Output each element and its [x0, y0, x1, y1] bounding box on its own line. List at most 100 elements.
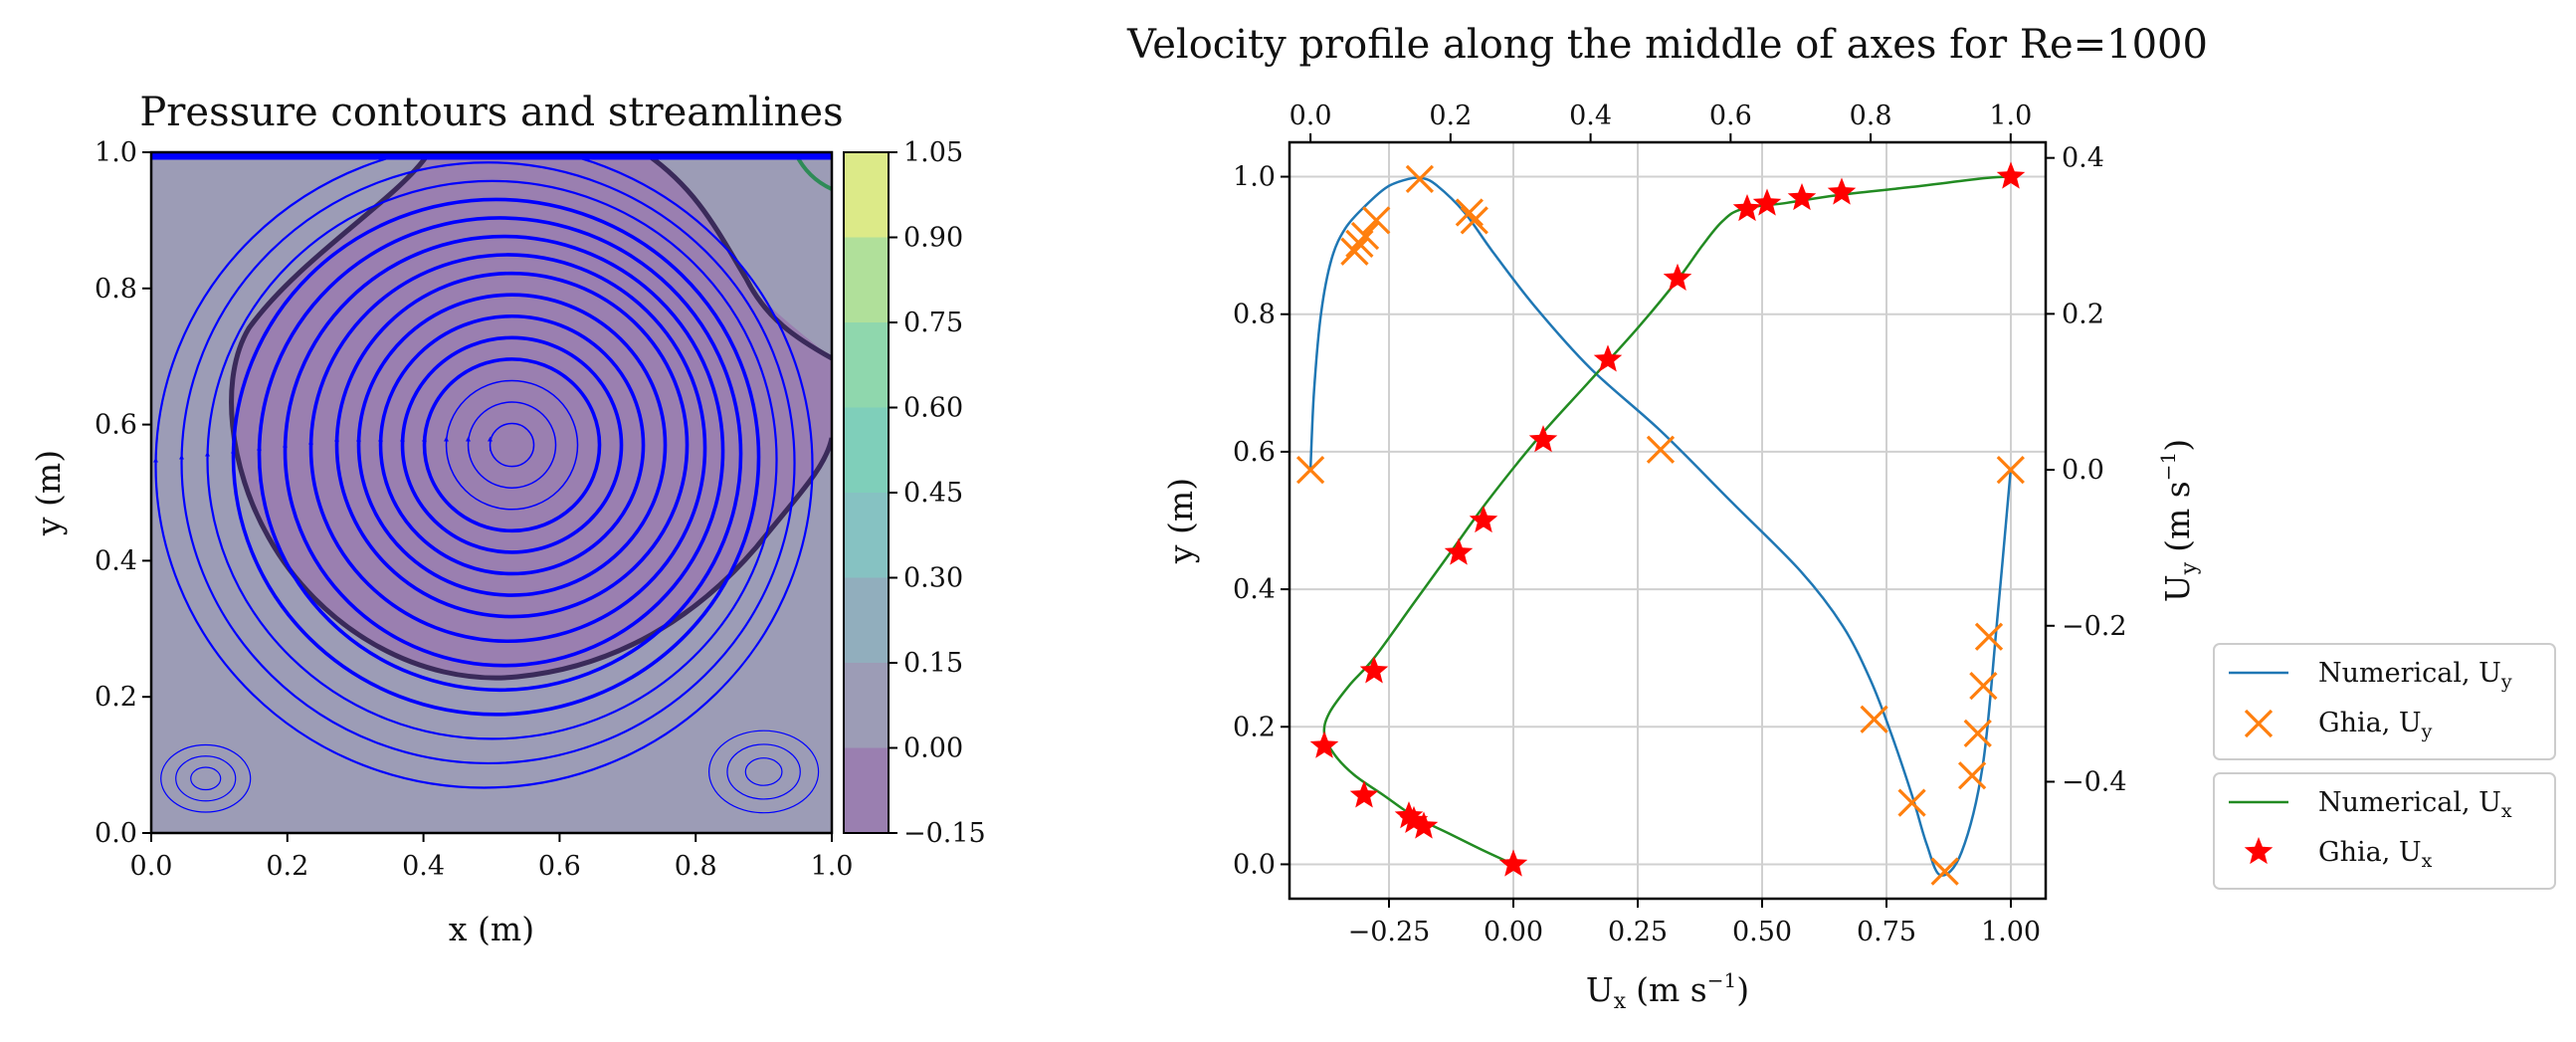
- series-0-line: [1308, 176, 2013, 877]
- colorbar-band: [844, 152, 889, 238]
- series-1-point: [1340, 237, 1369, 266]
- legend-marker-ghia-ux: [2244, 837, 2274, 865]
- bottom-xtick-label: −0.25: [1348, 917, 1431, 947]
- series-1-point: [1362, 206, 1391, 235]
- left-xlabel: x (m): [449, 910, 534, 948]
- corner-eddy-streamline: [160, 743, 252, 813]
- left-ylabel: y (m): [29, 450, 68, 536]
- colorbar-band: [844, 663, 889, 748]
- series-3-point: [1359, 656, 1389, 684]
- left-xtick-label: 0.6: [538, 851, 581, 882]
- corner-eddy-streamline: [726, 743, 801, 800]
- colorbar: −0.15 0.00 0.15 0.30 0.45 0.60 0.75 0.90 1.05: [843, 137, 986, 849]
- top-xtick-label: 0.0: [1289, 101, 1332, 131]
- left-ytick-label: 0.6: [1233, 437, 1276, 468]
- series-3-point: [1349, 780, 1379, 808]
- legend-label-ghia-ux: Ghia, Ux: [2318, 837, 2433, 872]
- colorbar-tick-label: 1.05: [903, 137, 963, 168]
- top-xtick-label: 0.8: [1850, 101, 1892, 131]
- colorbar-band: [844, 322, 889, 408]
- series-3-point: [1528, 425, 1558, 453]
- right-ylabel-right: Uy(m s−1): [2156, 439, 2202, 602]
- left-ytick-label: 1.0: [1233, 162, 1276, 193]
- legend-x-mark: [2244, 709, 2274, 738]
- series-area: [1295, 161, 2026, 886]
- left-ytick-label: 0.4: [1233, 574, 1276, 605]
- colorbar-tick-label: 0.90: [903, 223, 963, 254]
- colorbar-band: [844, 237, 889, 322]
- velocity-plot: Velocity profile along the middle of axe…: [1126, 22, 2556, 1014]
- series-1-point: [1405, 164, 1435, 193]
- legend-label-numerical-uy: Numerical, Uy: [2318, 658, 2512, 693]
- colorbar-band: [844, 493, 889, 578]
- legend-star-mark: [2244, 837, 2274, 865]
- right-ylabel-left: y (m): [1161, 478, 1200, 564]
- legend-label-numerical-ux: Numerical, Ux: [2318, 787, 2512, 822]
- series-3-point: [1996, 161, 2026, 189]
- bottom-xtick-label: 0.75: [1857, 917, 1916, 947]
- right-xlabel: Ux (m s−1): [1586, 968, 1749, 1014]
- left-ytick-label: 0.2: [95, 682, 137, 713]
- left-ytick-label: 1.0: [95, 137, 137, 168]
- low-pressure-region: [231, 154, 832, 679]
- series-3-point: [1394, 801, 1424, 829]
- series-3-point: [1309, 730, 1339, 758]
- left-ytick-label: 0.8: [95, 274, 137, 305]
- pressure-contour-line: [229, 152, 832, 681]
- left-ytick-label: 0.4: [95, 545, 137, 576]
- series-1-point: [1455, 198, 1484, 227]
- pressure-plot: Pressure contours and streamlines 0.0 0.2…: [29, 90, 986, 948]
- left-axes-frame: [149, 150, 834, 835]
- left-ytick-label: 0.8: [1233, 300, 1276, 330]
- colorbar-tick-label: 0.15: [903, 648, 963, 679]
- top-xtick-label: 1.0: [1989, 101, 2032, 131]
- series-3-markers: [1309, 161, 2026, 877]
- colorbar-band: [844, 407, 889, 493]
- left-ticks: 0.0 0.2 0.4 0.6 0.8 1.0 0.0 0.2 0.4 0.6 0.8 1.0: [95, 137, 853, 882]
- bottom-xtick-label: 1.00: [1981, 917, 2041, 947]
- top-xtick-label: 0.2: [1429, 101, 1472, 131]
- left-xtick-label: 1.0: [811, 851, 854, 882]
- series-1-point: [1460, 206, 1488, 235]
- series-3-point: [1469, 506, 1498, 533]
- colorbar-tick-label: 0.30: [903, 563, 963, 594]
- left-title: Pressure contours and streamlines: [139, 90, 843, 135]
- corner-eddy-streamline: [190, 766, 222, 791]
- left-xtick-label: 0.4: [402, 851, 445, 882]
- left-xtick-label: 0.0: [130, 851, 173, 882]
- series-3-point: [1787, 182, 1817, 211]
- corner-eddy-streamline: [175, 755, 237, 802]
- series-1-markers: [1295, 164, 2025, 886]
- series-3-point: [1663, 263, 1692, 291]
- colorbar-band: [844, 747, 889, 833]
- series-1-point: [1860, 705, 1888, 733]
- colorbar-tick-label: 0.60: [903, 393, 963, 424]
- bottom-xtick-label: 0.50: [1732, 917, 1792, 947]
- corner-eddy-streamline: [707, 729, 820, 814]
- colorbar-tick-label: −0.15: [903, 818, 986, 849]
- top-xtick-label: 0.6: [1709, 101, 1752, 131]
- right-ticks: −0.25 0.00 0.25 0.50 0.75 1.00 0.0 0.2 0.4 0.6 0.8…: [1233, 101, 2127, 947]
- left-xtick-label: 0.2: [266, 851, 308, 882]
- series-1-point: [1996, 455, 2025, 485]
- colorbar-tick-label: 0.45: [903, 478, 963, 509]
- series-1-point: [1969, 671, 1998, 701]
- legend-uy: Numerical, Uy Ghia, Uy: [2213, 643, 2556, 760]
- right-title: Velocity profile along the middle of axe…: [1126, 22, 2208, 68]
- series-1-point: [1974, 622, 2004, 651]
- bottom-xtick-label: 0.25: [1608, 917, 1668, 947]
- series-2-line: [1322, 175, 2012, 866]
- colorbar-tick-label: 0.00: [903, 733, 963, 764]
- legend-box: [2213, 772, 2556, 890]
- left-xtick-label: 0.8: [675, 851, 717, 882]
- right-ytick-label: −0.2: [2062, 611, 2127, 642]
- left-ytick-label: 0.0: [95, 818, 137, 849]
- series-1-point: [1930, 857, 1959, 886]
- right-axes-frame: [1288, 140, 2048, 901]
- legend-marker-ghia-uy: [2244, 709, 2274, 738]
- left-ytick-label: 0.6: [95, 410, 137, 441]
- series-3-point: [1498, 849, 1528, 877]
- streamlines: [151, 152, 832, 814]
- series-1-point: [1957, 761, 1987, 790]
